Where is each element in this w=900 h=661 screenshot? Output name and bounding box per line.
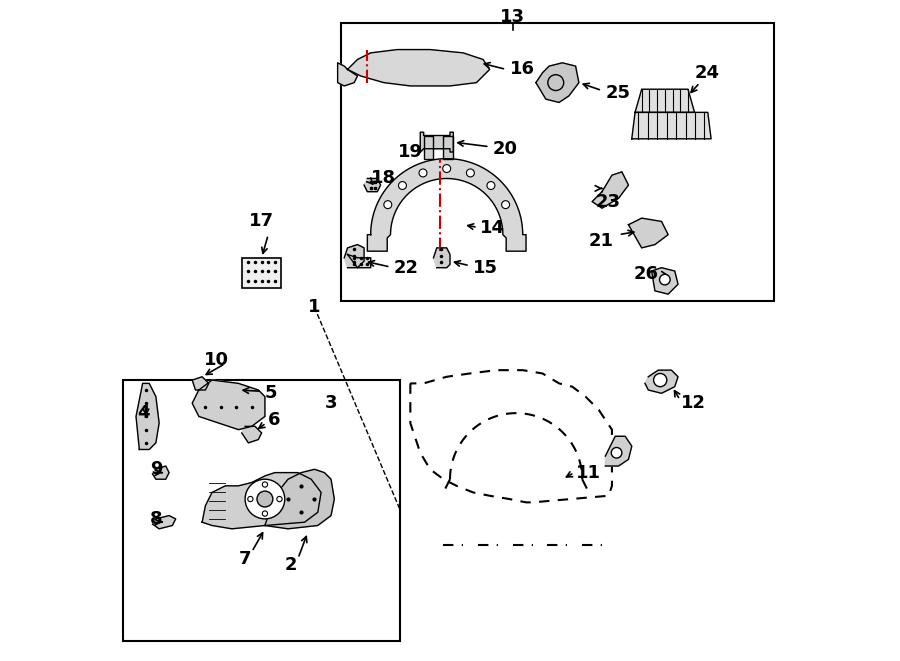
Text: 24: 24	[695, 63, 720, 82]
Polygon shape	[338, 63, 357, 86]
Text: 1: 1	[308, 298, 320, 317]
Polygon shape	[645, 370, 678, 393]
Text: 12: 12	[681, 394, 706, 412]
Polygon shape	[635, 89, 695, 112]
Text: 25: 25	[606, 83, 630, 102]
Text: 16: 16	[509, 60, 535, 79]
Bar	[341, 23, 774, 301]
Circle shape	[262, 482, 267, 487]
Text: 14: 14	[480, 219, 505, 237]
Circle shape	[245, 479, 284, 519]
Text: 11: 11	[576, 463, 600, 482]
Text: 20: 20	[493, 139, 518, 158]
Bar	[424, 136, 434, 159]
FancyBboxPatch shape	[242, 258, 282, 288]
Polygon shape	[434, 248, 450, 268]
Text: 15: 15	[473, 258, 498, 277]
Text: 18: 18	[371, 169, 396, 188]
Circle shape	[443, 165, 451, 173]
Polygon shape	[242, 426, 262, 443]
Polygon shape	[344, 245, 364, 268]
Circle shape	[262, 511, 267, 516]
Text: 13: 13	[500, 7, 526, 26]
Polygon shape	[592, 172, 628, 208]
Polygon shape	[136, 383, 159, 449]
Polygon shape	[153, 466, 169, 479]
Bar	[122, 380, 400, 641]
Polygon shape	[153, 516, 176, 529]
Polygon shape	[265, 469, 334, 529]
Text: 23: 23	[596, 192, 620, 211]
Polygon shape	[628, 218, 668, 248]
Circle shape	[660, 274, 670, 285]
Text: 7: 7	[238, 549, 251, 568]
Circle shape	[257, 491, 273, 507]
Text: 22: 22	[394, 258, 418, 277]
Polygon shape	[347, 254, 371, 268]
Polygon shape	[420, 132, 454, 152]
Circle shape	[501, 201, 509, 209]
Polygon shape	[367, 159, 526, 251]
Polygon shape	[347, 50, 490, 86]
Circle shape	[248, 496, 253, 502]
Polygon shape	[202, 473, 321, 529]
Polygon shape	[193, 380, 265, 430]
Text: 19: 19	[398, 143, 423, 161]
Text: 26: 26	[634, 265, 658, 284]
Circle shape	[611, 447, 622, 458]
Text: 2: 2	[285, 556, 298, 574]
Circle shape	[399, 182, 407, 190]
Polygon shape	[536, 63, 579, 102]
Polygon shape	[652, 268, 678, 294]
Text: 21: 21	[589, 232, 614, 251]
Text: 10: 10	[203, 351, 229, 369]
Text: 5: 5	[265, 384, 277, 403]
Circle shape	[466, 169, 474, 177]
Text: 9: 9	[150, 460, 163, 479]
Bar	[443, 136, 453, 159]
Circle shape	[653, 373, 667, 387]
Circle shape	[419, 169, 427, 177]
Text: 17: 17	[249, 212, 274, 231]
Text: 4: 4	[137, 404, 149, 422]
Circle shape	[277, 496, 282, 502]
Polygon shape	[632, 112, 711, 139]
Polygon shape	[193, 377, 209, 390]
Polygon shape	[606, 436, 632, 466]
Circle shape	[383, 201, 392, 209]
Text: 6: 6	[268, 410, 281, 429]
Text: 8: 8	[149, 510, 163, 528]
Text: 3: 3	[324, 394, 337, 412]
Circle shape	[487, 182, 495, 190]
Polygon shape	[364, 178, 381, 192]
